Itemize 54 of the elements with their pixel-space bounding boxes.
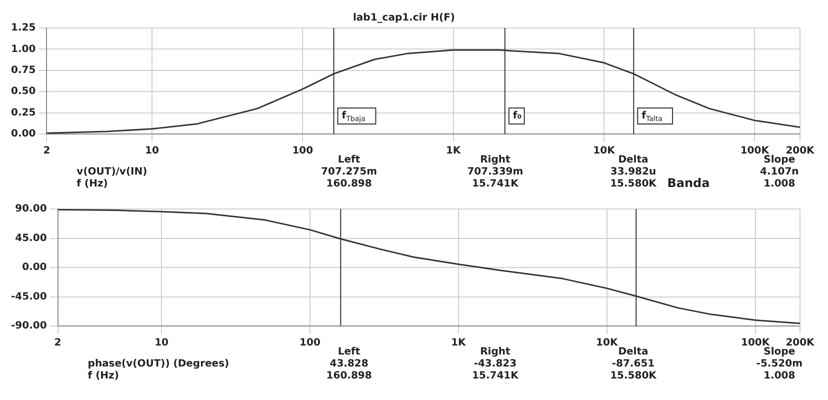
text: Delta <box>618 154 648 166</box>
text: 707.339m <box>467 166 524 178</box>
y-tick-label: -45.00 <box>11 291 47 302</box>
y-tick-label: 0.50 <box>10 86 36 98</box>
text: f (Hz) <box>88 370 119 382</box>
text: 15.741K <box>472 370 520 382</box>
text: Right <box>480 154 511 166</box>
text: Left <box>338 154 360 166</box>
text: Slope <box>764 154 796 166</box>
text: phase(v(OUT)) (Degrees) <box>88 358 230 370</box>
y-tick-label: 0.75 <box>10 64 36 76</box>
x-tick-label: 200K <box>786 338 816 349</box>
text: v(OUT)/v(IN) <box>76 166 148 178</box>
x-tick-label: 200K <box>786 146 816 157</box>
x-tick-label: 2 <box>43 146 50 157</box>
x-tick-label: 100 <box>292 146 314 157</box>
text: -5.520m <box>756 358 802 370</box>
text: 1.008 <box>764 178 796 190</box>
y-tick-label: 0.25 <box>10 107 36 118</box>
text: 160.898 <box>326 370 372 382</box>
x-tick-label: 1K <box>446 146 462 157</box>
y-tick-label: 0.00 <box>22 262 47 274</box>
text: -43.823 <box>474 358 517 370</box>
text: 33.982u <box>610 166 656 178</box>
y-tick-label: -90.00 <box>11 320 47 332</box>
text: Banda <box>667 176 710 190</box>
y-tick-label: 1.00 <box>10 44 36 55</box>
text: 15.580K <box>610 370 658 382</box>
text: 43.828 <box>330 358 368 370</box>
x-tick-label: 100 <box>300 338 320 349</box>
text: 1.008 <box>764 370 796 382</box>
text: 15.741K <box>472 178 520 190</box>
text: Slope <box>764 346 796 358</box>
y-tick-label: 45.00 <box>15 232 47 244</box>
text: 15.580K <box>610 178 658 190</box>
text: -87.651 <box>612 358 655 370</box>
chart-title: lab1_cap1.cir H(F) <box>353 12 455 24</box>
x-tick-label: 10 <box>145 146 159 157</box>
text: 4.107n <box>760 166 799 178</box>
text: Left <box>338 346 360 358</box>
y-tick-label: 1.25 <box>10 22 36 34</box>
text: 707.275m <box>321 166 378 178</box>
text: 160.898 <box>326 178 372 190</box>
text: Right <box>480 346 511 358</box>
ref-line-label: f₀ <box>512 110 522 122</box>
x-tick-label: 10K <box>593 146 616 157</box>
text: f (Hz) <box>76 178 108 190</box>
y-tick-label: 90.00 <box>15 204 47 215</box>
y-tick-label: 0.00 <box>10 128 36 140</box>
x-tick-label: 2 <box>54 338 62 349</box>
text: Delta <box>618 346 648 358</box>
x-tick-label: 10 <box>154 338 169 349</box>
x-tick-label: 1K <box>451 338 468 349</box>
x-tick-label: 10K <box>596 338 619 349</box>
